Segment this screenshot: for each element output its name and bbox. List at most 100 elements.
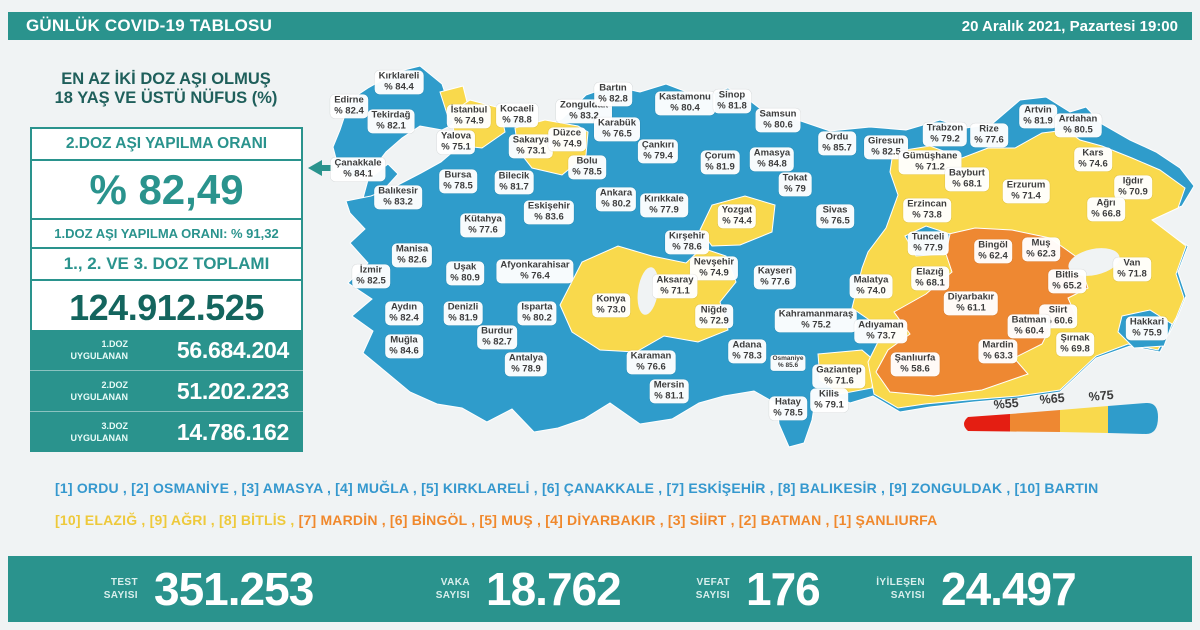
province-value: % 73.0	[596, 304, 626, 316]
province-label: Kars % 74.6	[1074, 147, 1112, 172]
province-value: % 71.2	[915, 161, 945, 173]
province-name: Kastamonu	[659, 91, 711, 103]
stat-group: VEFAT SAYISI 176	[658, 556, 821, 622]
province-value: % 82.4	[334, 105, 364, 117]
province-label: Tokat % 79	[778, 172, 812, 197]
stat-label: VEFAT SAYISI	[695, 576, 730, 602]
province-label: Mersin % 81.1	[649, 379, 689, 404]
dose-row-label: 1.DOZ UYGULANAN	[70, 338, 129, 361]
province-value: % 74.9	[699, 267, 729, 279]
province-name: Edirne	[334, 94, 364, 106]
province-value: % 85.6	[777, 362, 799, 370]
province-value: % 76.4	[520, 270, 550, 282]
province-name: İstanbul	[450, 104, 488, 116]
province-name: Adıyaman	[858, 319, 904, 331]
ranking-item: [10] BARTIN	[1014, 480, 1099, 496]
province-label: Adana % 78.3	[728, 339, 766, 364]
province-name: Denizli	[447, 301, 479, 313]
province-label: Edirne % 82.4	[330, 94, 368, 119]
province-name: Hakkari	[1129, 316, 1165, 328]
province-value: % 78.8	[502, 114, 532, 126]
legend-tick-75: %75	[1088, 388, 1114, 404]
province-name: Tekirdağ	[371, 109, 411, 121]
province-value: % 77.6	[760, 276, 790, 288]
ranking-item: [4] MUĞLA ,	[335, 480, 422, 496]
legend-tick-55: %55	[993, 396, 1019, 412]
province-label: Ağrı % 66.8	[1087, 197, 1125, 222]
province-name: Balıkesir	[378, 185, 418, 197]
province-label: Bilecik % 81.7	[494, 170, 534, 195]
stat-value: 24.497	[941, 563, 1077, 615]
total-doses-value: 124.912.525	[69, 286, 264, 328]
province-name: Karaman	[630, 350, 672, 362]
dose-breakdown: 1.DOZ UYGULANAN 56.684.204 2.DOZ UYGULANAN…	[30, 330, 303, 452]
province-name: Hatay	[775, 396, 801, 408]
province-name: Muş	[1031, 237, 1051, 249]
province-label: Amasya % 84.8	[749, 147, 795, 172]
dose-row: 1.DOZ UYGULANAN 56.684.204	[30, 330, 303, 371]
province-value: % 82.5	[871, 146, 901, 158]
province-name: Kars	[1082, 147, 1104, 159]
legend-tick-65: %65	[1039, 391, 1065, 407]
dose-row-value: 51.202.223	[176, 377, 289, 404]
province-value: % 80.4	[670, 102, 700, 114]
province-label: Elazığ % 68.1	[911, 266, 949, 291]
province-value: % 81.7	[499, 181, 529, 193]
province-label: Burdur % 82.7	[477, 325, 517, 350]
panel-heading-line1: EN AZ İKİ DOZ AŞI OLMUŞ	[61, 70, 271, 88]
province-label: Malatya % 74.0	[849, 274, 893, 299]
province-label: Adıyaman % 73.7	[854, 319, 908, 344]
province-value: % 81.8	[717, 100, 747, 112]
province-label: Bayburt % 68.1	[945, 167, 989, 192]
province-name: Adana	[732, 339, 762, 351]
province-value: % 78.5	[572, 166, 602, 178]
total-doses-label: 1., 2. VE 3. DOZ TOPLAMI	[32, 249, 301, 281]
province-value: % 83.2	[383, 196, 413, 208]
province-name: Bayburt	[949, 167, 985, 179]
province-name: Antalya	[508, 352, 544, 364]
province-value: % 74.9	[552, 138, 582, 150]
province-name: Mersin	[653, 379, 685, 391]
province-label: İstanbul % 74.9	[446, 104, 492, 129]
province-label: Niğde % 72.9	[695, 304, 733, 329]
province-label: Tekirdağ % 82.1	[367, 109, 415, 134]
province-name: Muğla	[390, 334, 418, 346]
province-name: Şanlıurfa	[894, 352, 936, 364]
province-name: Aydın	[390, 301, 418, 313]
province-value: % 81.9	[448, 312, 478, 324]
province-name: Afyonkarahisar	[500, 259, 570, 271]
province-value: % 60.6	[1043, 315, 1073, 327]
province-label: Rize % 77.6	[970, 123, 1008, 148]
ranking-item: [5] KIRKLARELİ ,	[421, 480, 542, 496]
province-name: Uşak	[453, 261, 477, 273]
province-value: % 60.4	[1014, 325, 1044, 337]
province-name: Bartın	[599, 82, 627, 94]
dose-row: 2.DOZ UYGULANAN 51.202.223	[30, 371, 303, 412]
province-label: Afyonkarahisar % 76.4	[496, 259, 574, 284]
page-title: GÜNLÜK COVID-19 TABLOSU	[26, 16, 273, 35]
province-label: Erzurum % 71.4	[1002, 179, 1050, 204]
province-label: Aydın % 82.4	[385, 301, 423, 326]
province-value: % 74.0	[856, 285, 886, 297]
province-name: Mardin	[982, 339, 1014, 351]
province-label: Bitlis % 65.2	[1048, 269, 1086, 294]
vaccine-panel-heading: EN AZ İKİ DOZ AŞI OLMUŞ 18 YAŞ VE ÜSTÜ N…	[16, 70, 316, 108]
ranking-item: [5] MUŞ ,	[479, 512, 546, 528]
province-value: % 69.8	[1060, 343, 1090, 355]
province-name: İzmir	[359, 264, 383, 276]
province-name: Osmaniye	[772, 354, 804, 362]
province-name: Kırıkkale	[644, 193, 684, 205]
province-label: Hatay % 78.5	[769, 396, 807, 421]
province-value: % 82.5	[356, 275, 386, 287]
province-value: % 77.9	[649, 204, 679, 216]
province-label: Ankara % 80.2	[595, 187, 637, 212]
dose-row-value: 56.684.204	[176, 336, 289, 363]
province-label: Diyarbakır % 61.1	[943, 291, 999, 316]
province-name: Trabzon	[926, 122, 964, 134]
province-value: % 71.6	[824, 375, 854, 387]
province-label: Şırnak % 69.8	[1056, 332, 1094, 357]
province-value: % 80.6	[763, 119, 793, 131]
province-label: Mardin % 63.3	[978, 339, 1018, 364]
ranking-item: [7] ESKİŞEHİR ,	[666, 480, 778, 496]
